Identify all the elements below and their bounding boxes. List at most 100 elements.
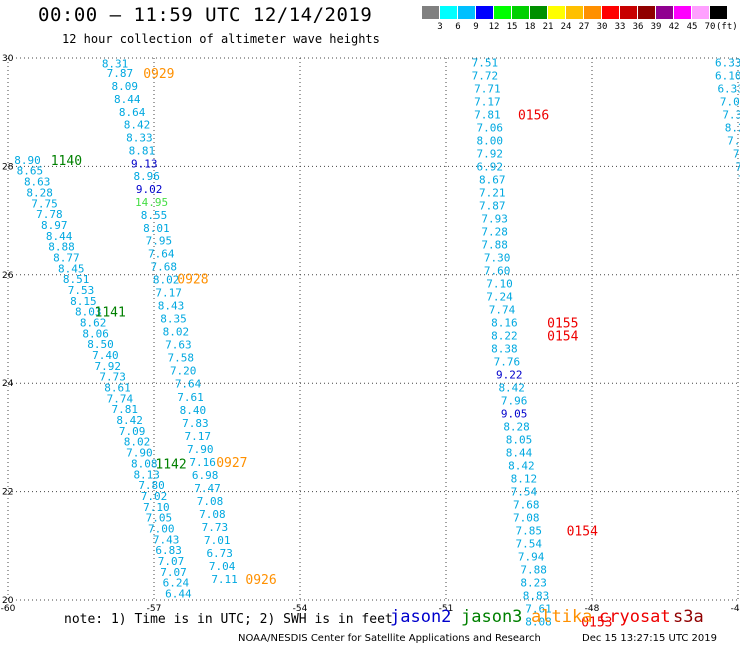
scale-label: 70: [704, 22, 716, 32]
scale-swatch: [692, 6, 709, 19]
wave-height-value: 6.10: [715, 69, 740, 82]
scale-label: 21: [542, 22, 554, 32]
wave-height-value: 7.17: [185, 430, 212, 443]
wave-height-value: 7.43: [153, 533, 180, 546]
wave-height-value: 7.63: [165, 339, 192, 352]
pass-time-label: 0926: [245, 573, 276, 588]
scale-label: 45: [686, 22, 698, 32]
scale-swatch: [710, 6, 727, 19]
wave-height-value: 7.02: [141, 490, 168, 503]
scale-label: 3: [437, 22, 443, 32]
footer-credit: NOAA/NESDIS Center for Satellite Applica…: [238, 633, 541, 644]
scale-label: 42: [668, 22, 680, 32]
pass-time-label: 0153: [581, 616, 612, 631]
wave-height-value: 7.81: [112, 403, 139, 416]
wave-height-value: 6.92: [477, 160, 504, 173]
scale-label: 15: [506, 22, 518, 32]
wave-height-value: 7.68: [150, 261, 177, 274]
wave-height-value: 7.53: [68, 284, 95, 297]
wave-height-value: 7.08: [513, 512, 540, 525]
wave-height-value: 7.30: [484, 251, 511, 264]
wave-height-value: 8.67: [479, 173, 506, 186]
wave-height-value: 7.68: [513, 499, 540, 512]
wave-height-value: 7.88: [481, 238, 508, 251]
wave-height-value: 7.76: [494, 356, 521, 369]
axis-ticks: -60 -57 -54 -51 -48 -45 30 28 26 24 22 20: [1, 54, 740, 614]
x-tick-label: -57: [147, 604, 162, 614]
wave-height-value: 8.77: [53, 251, 80, 264]
wave-height-value: 8.09: [112, 80, 139, 93]
legend-altika: altika: [531, 607, 593, 627]
wave-height-value: 7.0: [738, 173, 740, 186]
wave-height-value: 7.72: [472, 69, 499, 82]
wave-height-value: 8.33: [126, 132, 153, 145]
scale-swatch: [530, 6, 547, 19]
wave-height-value: 8.44: [114, 93, 141, 106]
scale-label: 12: [488, 22, 500, 32]
wave-height-value: 9.05: [501, 408, 528, 421]
x-tick-label: -54: [293, 604, 308, 614]
wave-height-value: 7.85: [515, 525, 542, 538]
y-tick-label: 22: [2, 488, 13, 498]
legend-jason2: jason2: [390, 607, 452, 627]
wave-height-value: 7.75: [31, 197, 58, 210]
x-tick-label: -45: [731, 604, 740, 614]
pass-time-label: 0155: [547, 316, 578, 331]
color-scale-unit: (ft): [716, 22, 738, 32]
wave-height-value: 7.92: [95, 360, 122, 373]
wave-height-value: 7.71: [474, 82, 501, 95]
wave-height-value: 8.42: [124, 119, 151, 132]
scale-swatch: [548, 6, 565, 19]
wave-height-value: 7.40: [92, 349, 119, 362]
pass-time-label: 0156: [518, 108, 549, 123]
wave-height-value: 7.21: [479, 186, 506, 199]
wave-height-value: 7.17: [155, 287, 182, 300]
scale-swatch: [458, 6, 475, 19]
wave-height-value: 6.83: [155, 544, 182, 557]
wave-height-value: 8.63: [24, 176, 51, 189]
wave-height-value: 8.16: [491, 316, 518, 329]
wave-height-value: 7.01: [204, 534, 231, 547]
scale-label: 6: [455, 22, 461, 32]
wave-height-value: 8.61: [104, 382, 131, 395]
wave-height-value: 8.28: [503, 421, 530, 434]
x-tick-label: -51: [439, 604, 454, 614]
wave-height-value: 7.94: [518, 551, 545, 564]
wave-height-value: 8.08: [131, 457, 158, 470]
pass-time-label: 1140: [51, 154, 82, 169]
wave-height-value: 8.12: [511, 473, 538, 486]
x-tick-label: -48: [585, 604, 600, 614]
wave-height-value: 7.00: [148, 522, 175, 535]
wave-height-value: 6.44: [165, 587, 192, 600]
wave-height-value: 7.81: [474, 108, 501, 121]
wave-height-value: 7.10: [143, 501, 170, 514]
wave-height-value: 8.01: [143, 222, 170, 235]
wave-height-value: 8.13: [133, 468, 160, 481]
wave-height-value: 7.92: [477, 147, 504, 160]
wave-height-value: 7.58: [168, 352, 195, 365]
chart-title: 00:00 – 11:59 UTC 12/14/2019: [38, 4, 373, 26]
wave-height-value: 8.05: [506, 434, 533, 447]
wave-height-value: 7.06: [477, 121, 504, 134]
wave-height-value: 8.03: [75, 306, 102, 319]
wave-height-value: 7.10: [486, 277, 513, 290]
wave-height-value: 7.64: [175, 378, 202, 391]
wave-height-value: 8.38: [491, 343, 518, 356]
wave-height-value: 8.00: [477, 134, 504, 147]
wave-height-value: 9.22: [496, 369, 523, 382]
scale-label: 27: [578, 22, 590, 32]
scale-swatch: [476, 6, 493, 19]
wave-height-value: 7.11: [211, 573, 238, 586]
scale-swatch: [584, 6, 601, 19]
pass-time-label: 0927: [216, 456, 247, 471]
wave-height-value: 14.95: [135, 196, 168, 209]
grid: [7, 57, 739, 601]
wave-height-value: 8.51: [63, 273, 90, 286]
scale-label: 36: [632, 22, 644, 32]
wave-height-value: 7.74: [107, 392, 134, 405]
wave-height-value: 7.61: [177, 391, 204, 404]
wave-height-value: 7.87: [479, 199, 506, 212]
scale-swatch: [422, 6, 439, 19]
wave-height-value: 7.05: [146, 512, 173, 525]
scale-label: 30: [596, 22, 608, 32]
